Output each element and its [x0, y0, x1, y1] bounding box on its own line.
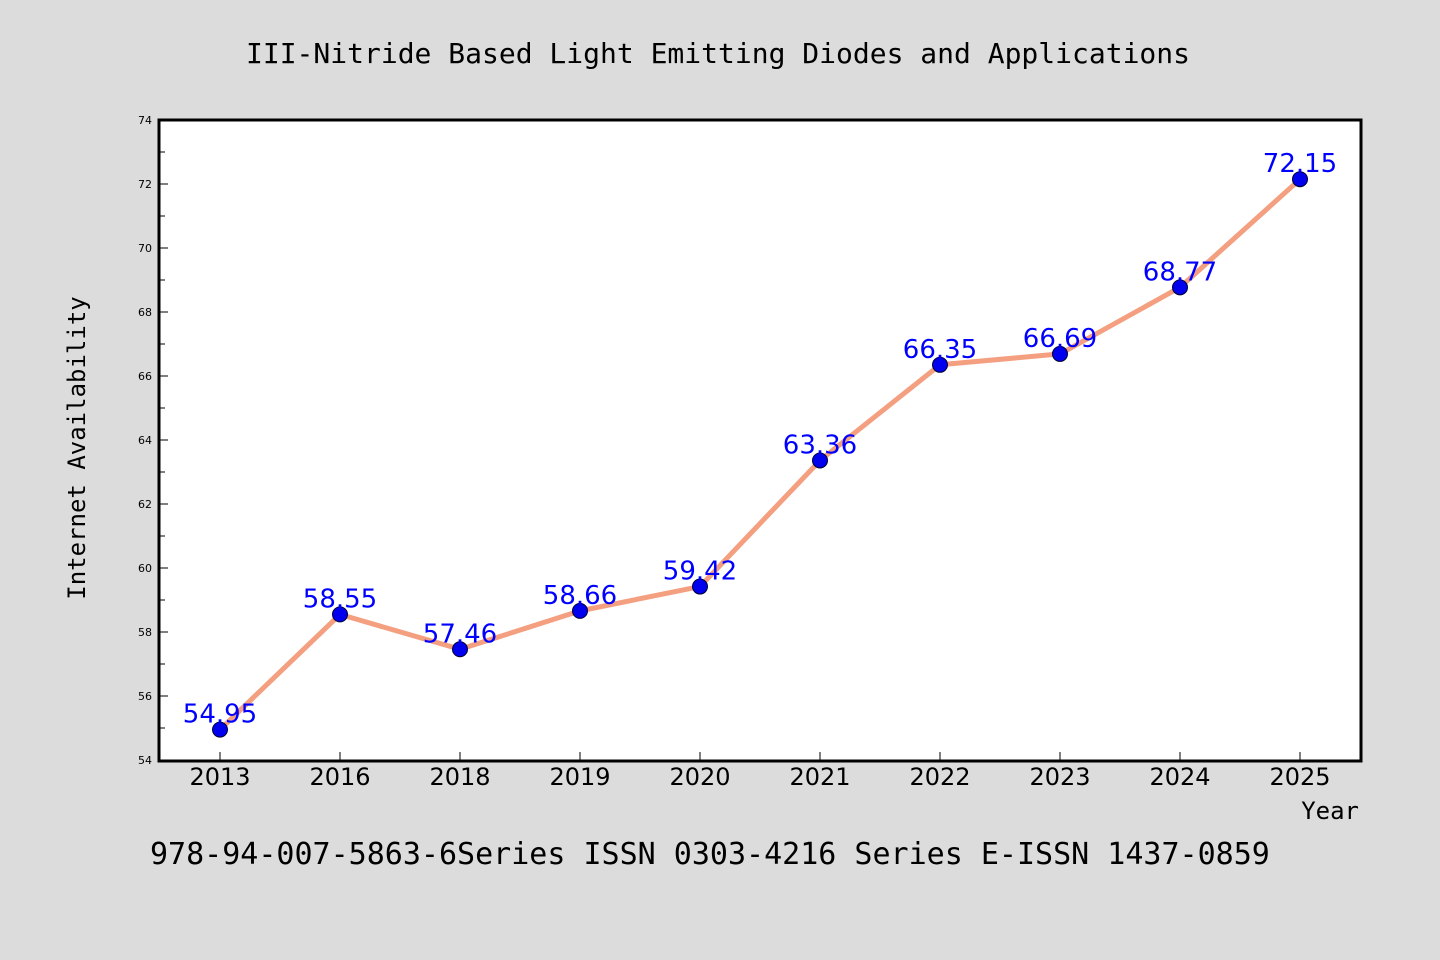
x-tick-label: 2022 — [909, 763, 970, 791]
data-point — [332, 606, 348, 623]
series-line — [218, 177, 1302, 732]
data-label: 54.95 — [183, 700, 257, 730]
series — [212, 171, 1308, 738]
data-point — [1172, 279, 1188, 296]
data-labels: 54.95 58.55 57.46 58.66 59.42 63.36 66.35 66.69… — [183, 149, 1337, 729]
y-tick-label: 62 — [138, 498, 152, 511]
y-tick-label: 66 — [138, 370, 152, 383]
x-tick-label: 2016 — [309, 763, 370, 791]
data-point — [1292, 171, 1308, 188]
data-label: 66.69 — [1023, 324, 1097, 354]
data-point — [932, 356, 948, 373]
x-tick-label: 2018 — [429, 763, 490, 791]
data-point — [452, 641, 468, 658]
data-point — [1052, 345, 1068, 362]
y-tick-label: 70 — [138, 242, 152, 255]
data-point — [212, 721, 228, 738]
footer-text: 978-94-007-5863-6Series ISSN 0303-4216 S… — [150, 837, 1270, 872]
y-axis-label: Internet Availability — [63, 296, 91, 599]
data-point — [812, 452, 828, 469]
x-tick-label: 2025 — [1269, 763, 1330, 791]
data-label: 68.77 — [1143, 257, 1217, 287]
x-tick-label: 2019 — [549, 763, 610, 791]
y-tick-label: 60 — [138, 562, 152, 575]
y-tick-label: 68 — [138, 306, 152, 319]
x-tick-label: 2024 — [1149, 763, 1210, 791]
data-point — [692, 578, 708, 595]
y-tick-label: 56 — [138, 690, 152, 703]
y-tick-label: 58 — [138, 626, 152, 639]
data-label: 66.35 — [903, 335, 977, 365]
y-axis: 54 56 58 60 62 64 66 68 70 72 74 — [138, 114, 168, 767]
data-label: 58.66 — [543, 581, 617, 611]
data-label: 57.46 — [423, 619, 497, 649]
data-label: 58.55 — [303, 584, 377, 614]
data-label: 63.36 — [783, 430, 857, 460]
y-tick-label: 74 — [138, 114, 152, 127]
data-label: 72.15 — [1263, 149, 1337, 179]
y-tick-label: 64 — [138, 434, 152, 447]
data-point — [572, 602, 588, 619]
x-axis: 2013 2016 2018 2019 2020 2021 2022 2023 2024 2025 — [189, 752, 1331, 791]
chart-title: III-Nitride Based Light Emitting Diodes … — [246, 37, 1190, 70]
data-label: 59.42 — [663, 557, 737, 587]
x-tick-label: 2013 — [189, 763, 250, 791]
x-axis-label: Year — [1301, 797, 1359, 825]
x-tick-label: 2023 — [1029, 763, 1090, 791]
plot-area — [157, 118, 1363, 763]
x-tick-label: 2020 — [669, 763, 730, 791]
y-tick-label: 54 — [138, 754, 152, 767]
y-tick-label: 72 — [138, 178, 152, 191]
x-tick-label: 2021 — [789, 763, 850, 791]
